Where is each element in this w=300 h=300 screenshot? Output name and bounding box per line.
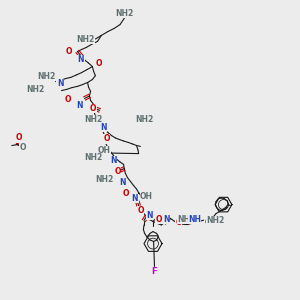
Text: O: O bbox=[15, 134, 22, 142]
Text: N: N bbox=[100, 123, 107, 132]
Text: O: O bbox=[19, 142, 26, 152]
Text: NH2: NH2 bbox=[84, 153, 102, 162]
Text: O: O bbox=[175, 218, 182, 227]
Text: O: O bbox=[90, 104, 96, 113]
Text: OH: OH bbox=[98, 146, 111, 155]
Text: N: N bbox=[76, 100, 83, 109]
Text: NH2: NH2 bbox=[178, 215, 196, 224]
Text: O: O bbox=[123, 189, 129, 198]
Text: N: N bbox=[78, 56, 84, 64]
Text: N: N bbox=[57, 80, 63, 88]
Text: O: O bbox=[137, 206, 144, 215]
Text: O: O bbox=[204, 218, 211, 227]
Text: NH2: NH2 bbox=[206, 216, 224, 225]
Text: NH2: NH2 bbox=[95, 176, 113, 184]
Text: O: O bbox=[96, 58, 102, 68]
Text: F: F bbox=[152, 267, 157, 276]
Text: O: O bbox=[114, 167, 121, 176]
Text: O: O bbox=[156, 214, 162, 224]
Text: NH2: NH2 bbox=[135, 116, 153, 124]
Text: NH: NH bbox=[188, 215, 201, 224]
Text: N: N bbox=[110, 156, 117, 165]
Text: N: N bbox=[163, 214, 170, 224]
Text: O: O bbox=[66, 46, 72, 56]
Text: N: N bbox=[146, 211, 153, 220]
Text: NH2: NH2 bbox=[76, 34, 94, 43]
Text: NH2: NH2 bbox=[26, 85, 44, 94]
Text: O: O bbox=[103, 134, 110, 143]
Text: NH2: NH2 bbox=[38, 72, 56, 81]
Text: O: O bbox=[64, 94, 71, 103]
Text: OH: OH bbox=[140, 192, 153, 201]
Text: N: N bbox=[132, 194, 138, 203]
Text: NH2: NH2 bbox=[116, 9, 134, 18]
Text: N: N bbox=[119, 178, 126, 187]
Text: NH2: NH2 bbox=[84, 116, 102, 124]
